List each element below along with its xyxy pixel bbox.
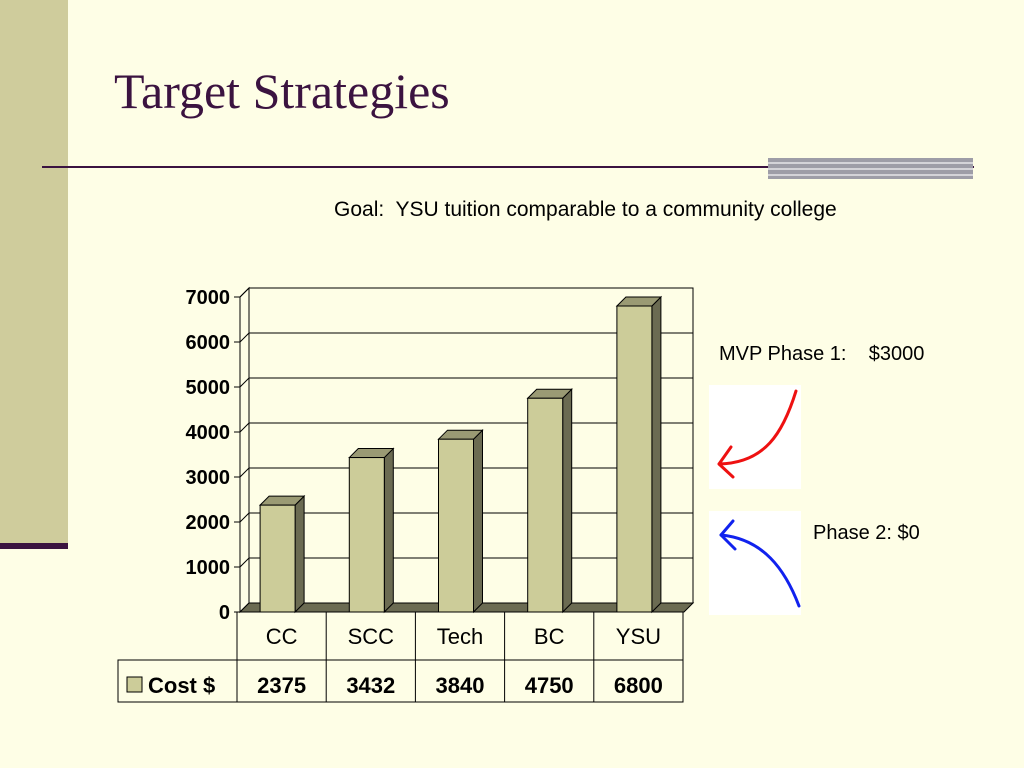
slide-title: Target Strategies — [114, 63, 450, 119]
y-tick-label: 2000 — [186, 512, 231, 534]
cost-bar-chart: 0 1000 2000 3000 4000 5000 6000 7000 CC 2375 SCC 34… — [117, 286, 695, 703]
title-rule-block — [768, 158, 973, 179]
category-label: YSU — [616, 624, 661, 649]
gridline — [239, 377, 693, 388]
y-tick-label: 0 — [219, 602, 230, 624]
bar-tech — [437, 428, 484, 614]
category-label: CC — [266, 624, 298, 649]
phase1-label: MVP Phase 1: $3000 — [719, 343, 925, 365]
data-value-label: 3840 — [436, 673, 485, 698]
category-label: Tech — [437, 624, 483, 649]
gridline — [239, 287, 693, 298]
red-curved-arrow-down-left-icon — [717, 389, 798, 479]
y-tick-label: 6000 — [186, 332, 231, 354]
phase2-arrow-box — [709, 511, 801, 615]
data-value-label: 2375 — [257, 673, 306, 698]
data-value-label: 6800 — [614, 673, 663, 698]
category-label: BC — [534, 624, 565, 649]
bar-bc — [526, 388, 573, 614]
data-value-label: 3432 — [346, 673, 395, 698]
blue-curved-arrow-up-left-icon — [719, 519, 801, 608]
y-tick-label: 1000 — [186, 557, 231, 579]
y-tick-label: 3000 — [186, 467, 231, 489]
goal-text: Goal: YSU tuition comparable to a commun… — [334, 198, 837, 221]
bar-scc — [348, 447, 395, 614]
phase1-arrow-box — [709, 385, 801, 489]
title-rule — [42, 166, 974, 168]
plot-side-wall — [239, 286, 250, 614]
y-tick-label: 7000 — [186, 287, 231, 309]
side-accent — [0, 543, 68, 549]
category-label: SCC — [348, 624, 395, 649]
legend-series-name: Cost $ — [148, 673, 215, 698]
phase2-label: Phase 2: $0 — [813, 522, 920, 544]
gridline — [239, 332, 693, 343]
bar-ysu — [615, 295, 663, 614]
y-tick-label: 5000 — [186, 377, 231, 399]
side-band — [0, 0, 68, 545]
bar-cc — [258, 494, 306, 614]
y-tick-label: 4000 — [186, 422, 231, 444]
data-value-label: 4750 — [525, 673, 574, 698]
table-value-row — [117, 659, 684, 703]
legend-swatch — [126, 676, 143, 693]
